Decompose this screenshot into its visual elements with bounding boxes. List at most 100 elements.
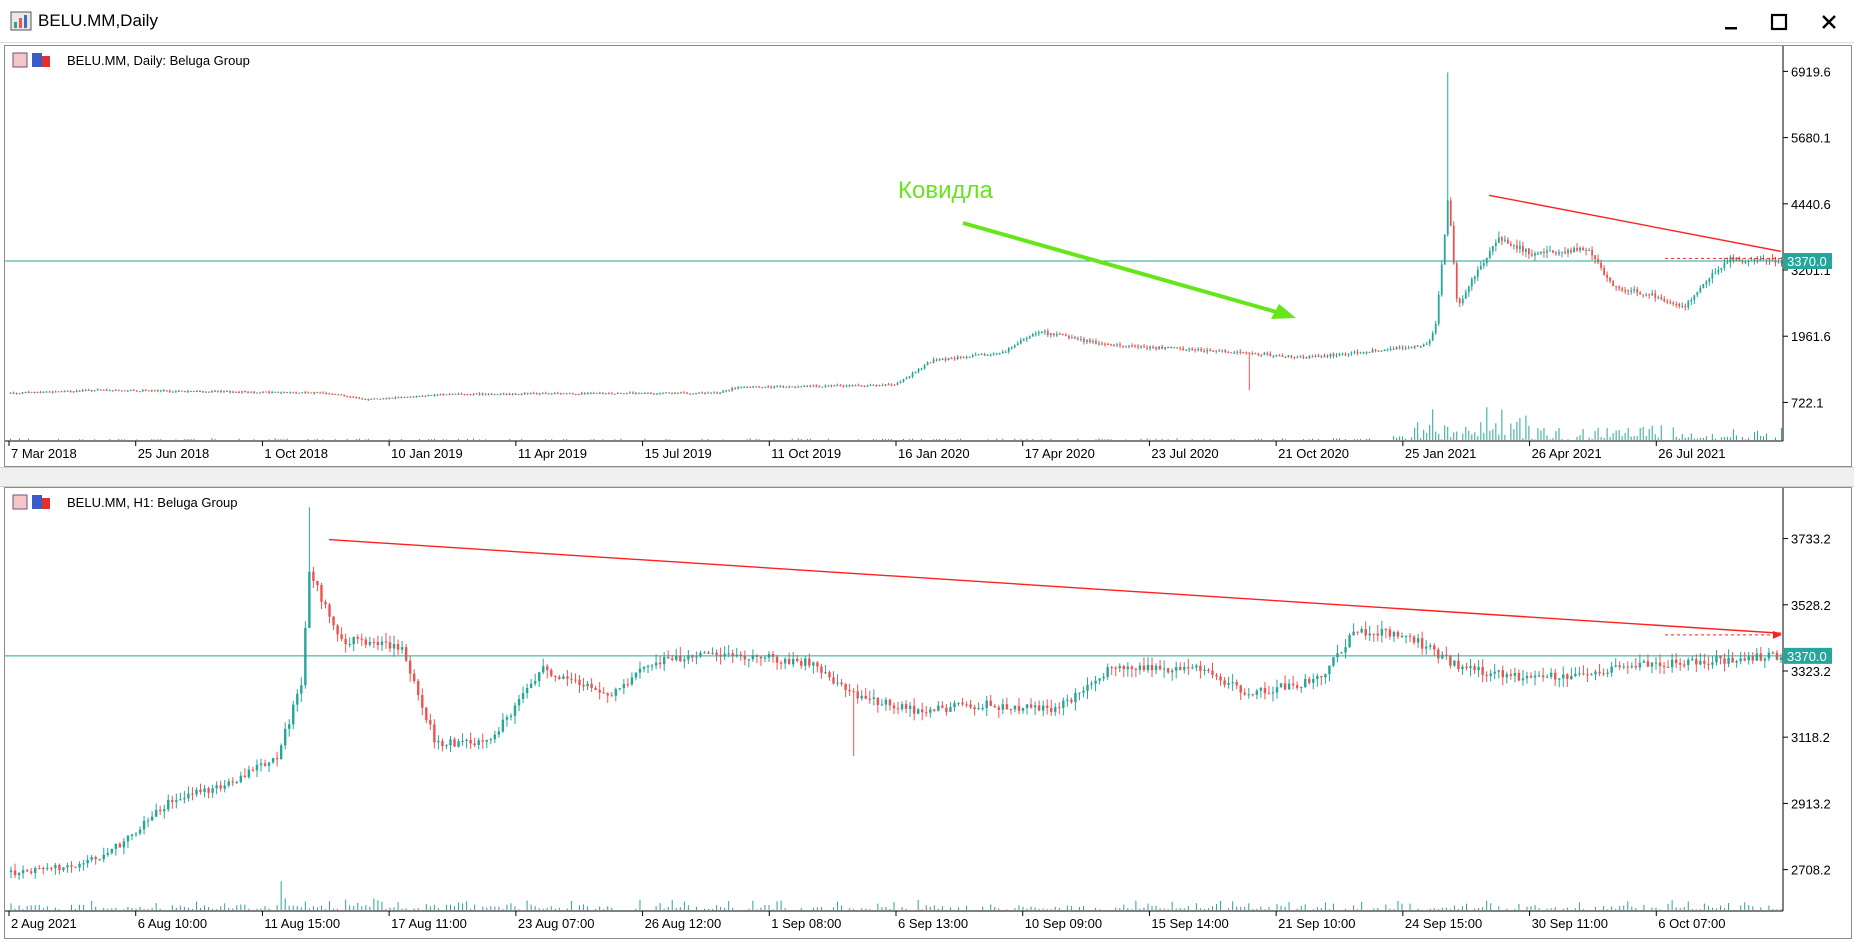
candle-body — [559, 393, 562, 395]
candle-body — [1170, 347, 1173, 349]
candle-body — [961, 702, 964, 705]
h1-price-chart[interactable]: BELU.MM, H1: Beluga Group 3733.2 3528.2 33… — [5, 488, 1851, 938]
candle-body — [1025, 704, 1029, 708]
candle-body — [86, 859, 89, 864]
candle-body — [947, 357, 950, 361]
candle-body — [1744, 262, 1747, 264]
time-tick-label: 17 Aug 11:00 — [391, 916, 467, 931]
time-tick-label: 15 Jul 2019 — [645, 446, 712, 461]
candle-body — [274, 391, 277, 393]
price-tick-label: 3528.2 — [1791, 598, 1831, 613]
candle-body — [473, 743, 476, 746]
candle-body — [331, 393, 334, 395]
candle-body — [808, 658, 811, 666]
candle-body — [1615, 286, 1618, 288]
candle-body — [1476, 269, 1479, 277]
candle-body — [566, 676, 569, 679]
candle-body — [782, 386, 785, 388]
candle-body — [1376, 633, 1380, 636]
candle-body — [727, 653, 730, 655]
candle-body — [75, 390, 78, 392]
candle-body — [985, 700, 988, 708]
candle-body — [977, 354, 980, 356]
time-tick-label: 16 Jan 2020 — [898, 446, 970, 461]
candle-body — [312, 571, 315, 581]
candle-body — [183, 798, 186, 800]
candle-body — [1195, 665, 1198, 668]
candle-body — [580, 393, 583, 395]
candle-body — [544, 393, 547, 395]
candle-body — [87, 389, 90, 391]
candle-body — [1239, 351, 1242, 353]
candle-body — [1549, 672, 1553, 677]
pane-splitter[interactable] — [0, 467, 1854, 487]
candle-body — [1666, 301, 1669, 303]
daily-chart-pane[interactable]: BELU.MM, Daily: Beluga Group Ковидла 691… — [4, 45, 1852, 467]
candle-body — [1420, 638, 1424, 649]
candle-body — [1398, 347, 1401, 349]
candle-body — [1231, 682, 1234, 684]
candle-body — [1699, 287, 1702, 293]
candle-body — [490, 393, 493, 395]
time-tick-label: 7 Mar 2018 — [11, 446, 77, 461]
candle-body — [1429, 645, 1432, 647]
price-tick-label: 4440.6 — [1791, 197, 1831, 212]
candle-body — [214, 390, 216, 392]
candle-body — [288, 724, 291, 729]
candle-body — [711, 652, 714, 654]
close-button[interactable] — [1816, 9, 1842, 35]
candle-body — [945, 707, 948, 712]
resistance-trendline[interactable] — [328, 538, 1782, 634]
candle-body — [1125, 346, 1127, 348]
candle-body — [1570, 676, 1573, 680]
candle-body — [598, 689, 601, 693]
candle-body — [505, 393, 508, 395]
candle-body — [644, 392, 646, 394]
candle-body — [1134, 668, 1138, 670]
candle-body — [1433, 645, 1436, 650]
price-tick-label: 2708.2 — [1791, 863, 1831, 878]
candle-body — [1021, 707, 1025, 711]
candle-body — [1215, 674, 1218, 677]
candle-body — [179, 799, 182, 801]
candle-body — [223, 390, 225, 392]
candle-body — [1308, 356, 1311, 358]
candle-body — [12, 392, 15, 394]
candle-body — [99, 389, 102, 391]
daily-price-chart[interactable]: BELU.MM, Daily: Beluga Group Ковидла 691… — [5, 46, 1851, 466]
candle-body — [715, 652, 718, 655]
candle-body — [827, 385, 830, 387]
candle-body — [268, 391, 270, 393]
candle-body — [251, 769, 255, 771]
candle-body — [578, 679, 581, 685]
candle-body — [719, 392, 722, 394]
candle-body — [358, 397, 361, 399]
candle-body — [1735, 257, 1738, 261]
maximize-button[interactable] — [1766, 9, 1792, 35]
candle-body — [114, 389, 117, 391]
candle-body — [1140, 346, 1142, 348]
candle-body — [1669, 301, 1672, 304]
candle-body — [1678, 304, 1681, 307]
candle-body — [1410, 347, 1413, 349]
candle-body — [1207, 669, 1210, 671]
annotation-text: Ковидла — [898, 177, 993, 204]
candle-body — [445, 394, 448, 396]
time-tick-label: 17 Apr 2020 — [1025, 446, 1095, 461]
time-tick-label: 11 Aug 15:00 — [264, 916, 340, 931]
candle-body — [1183, 667, 1186, 670]
candle-body — [485, 739, 488, 742]
candle-body — [737, 387, 740, 389]
candle-body — [758, 386, 761, 388]
minimize-button[interactable] — [1718, 9, 1744, 35]
h1-chart-pane[interactable]: BELU.MM, H1: Beluga Group 3733.2 3528.2 33… — [4, 487, 1852, 939]
candle-body — [1473, 666, 1476, 671]
annotation[interactable]: Ковидла — [898, 177, 1296, 319]
candle-body — [1540, 251, 1542, 254]
candle-body — [1489, 673, 1492, 676]
candle-body — [1317, 355, 1320, 357]
resistance-trendline[interactable] — [1488, 194, 1782, 253]
candle-body — [821, 386, 824, 388]
candle-body — [743, 386, 746, 388]
candle-body — [45, 391, 48, 393]
